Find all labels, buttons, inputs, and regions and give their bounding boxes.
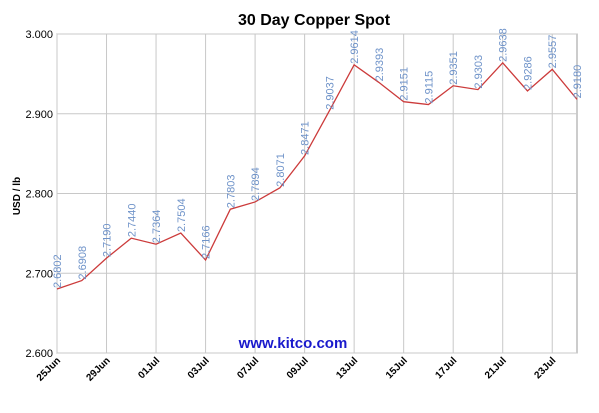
value-label: 2.9638	[498, 28, 510, 62]
value-label: 2.6908	[77, 246, 89, 280]
value-label: 2.9180	[572, 65, 584, 99]
value-label: 2.9557	[547, 35, 559, 69]
value-label: 2.9393	[374, 48, 386, 82]
line	[56, 61, 578, 290]
x-tick-label: 03Jul	[186, 355, 212, 381]
y-tick-label: 2.900	[25, 109, 53, 121]
value-label: 2.7166	[201, 225, 213, 259]
value-label: 2.9151	[399, 67, 411, 101]
value-label: 2.9614	[349, 30, 361, 64]
x-tick-label: 01Jul	[136, 355, 162, 381]
y-tick-label: 3.000	[25, 29, 53, 41]
y-tick-label: 2.700	[25, 268, 53, 280]
x-tick-label: 29Jun	[84, 355, 112, 383]
y-axis-label: USD / lb	[12, 177, 23, 215]
y-tick-label: 2.600	[25, 348, 53, 360]
x-tick-label: 21Jul	[483, 355, 509, 381]
value-label: 2.9303	[473, 55, 485, 89]
x-tick-label: 07Jul	[235, 355, 261, 381]
value-label: 2.9115	[423, 71, 435, 104]
x-tick-label: 17Jul	[433, 355, 459, 381]
value-label: 2.9286	[522, 56, 534, 90]
value-label: 2.7364	[151, 210, 163, 244]
x-tick-label: 15Jul	[384, 355, 410, 381]
x-tick-label: 13Jul	[334, 355, 360, 381]
value-label: 2.8071	[275, 153, 287, 187]
watermark: www.kitco.com	[238, 335, 348, 352]
x-tick-label: 23Jul	[532, 355, 558, 381]
value-label: 2.7803	[225, 175, 237, 209]
value-label: 2.9037	[324, 76, 336, 110]
x-tick-label: 09Jul	[285, 355, 311, 381]
value-label: 2.7894	[250, 167, 262, 201]
value-label: 2.6802	[52, 254, 64, 288]
value-label: 2.7504	[176, 198, 188, 232]
value-label: 2.7190	[102, 223, 114, 257]
y-tick-label: 2.800	[25, 189, 53, 201]
chart-title: 30 Day Copper Spot	[238, 12, 391, 29]
value-label: 2.7440	[126, 204, 138, 238]
value-label: 2.9351	[448, 51, 460, 85]
value-label: 2.8471	[300, 121, 312, 155]
